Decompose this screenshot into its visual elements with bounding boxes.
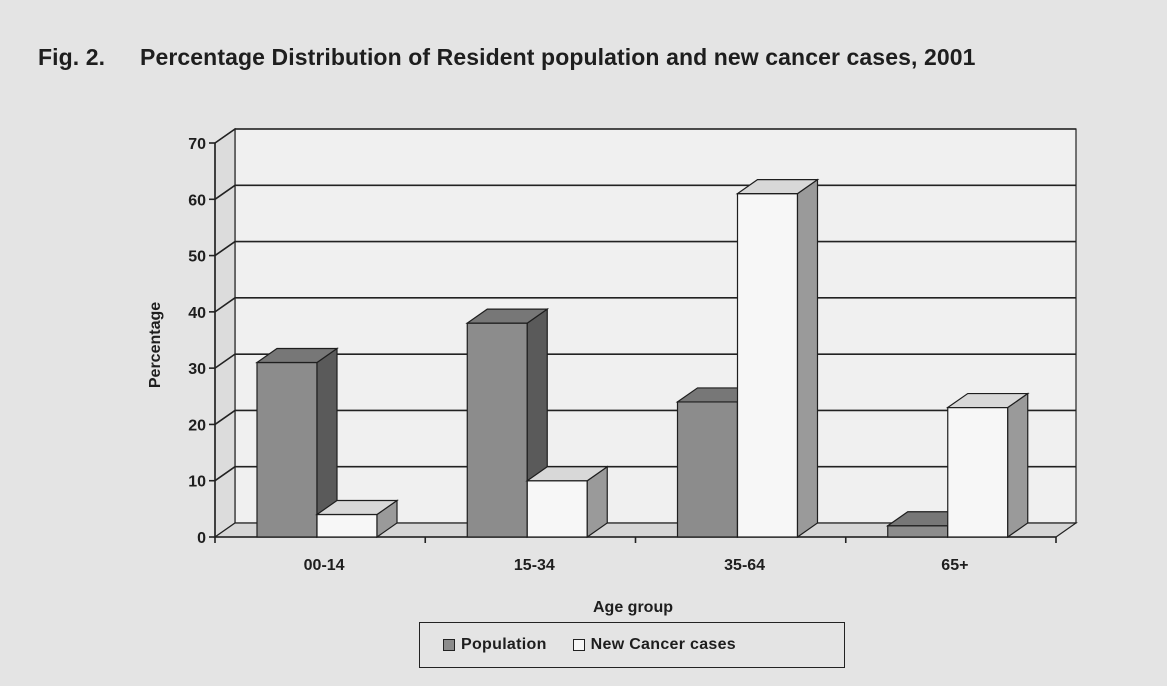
bar-new-cancer-cases-00-14 (316, 513, 378, 538)
y-tick-label: 50 (188, 249, 206, 266)
legend-item-new-cancer-cases: New Cancer cases (572, 636, 736, 654)
y-tick-label: 60 (188, 192, 206, 209)
bar-top-population-00-14 (255, 347, 339, 364)
legend-label-new-cancer-cases: New Cancer cases (590, 636, 736, 653)
bar-top-new-cancer-cases-35-64 (735, 179, 820, 195)
y-axis-title: Percentage (147, 302, 164, 388)
plot-side-wall (214, 127, 236, 539)
figure-title: Fig. 2. Percentage Distribution of Reside… (38, 44, 976, 71)
bar-population-35-64 (676, 401, 739, 538)
x-tick-label: 65+ (941, 557, 968, 574)
x-tick-label: 15-34 (514, 557, 555, 574)
bar-population-65+ (887, 525, 949, 538)
x-tick-label: 00-14 (304, 557, 345, 574)
x-axis-title: Age group (593, 599, 673, 616)
y-tick-label: 0 (197, 530, 206, 547)
bar-new-cancer-cases-65+ (947, 406, 1009, 538)
chart-legend: Population New Cancer cases (419, 622, 845, 668)
legend-item-population: Population (443, 636, 547, 654)
y-tick-label: 40 (188, 305, 206, 322)
figure-title-text: Percentage Distribution of Resident popu… (140, 44, 976, 70)
bar-population-00-14 (256, 361, 318, 538)
figure-label: Fig. 2. (38, 44, 106, 70)
bar-population-15-34 (466, 322, 528, 538)
bar-top-new-cancer-cases-65+ (945, 392, 1030, 409)
bar-top-population-15-34 (465, 308, 550, 324)
x-tick-label: 35-64 (724, 557, 765, 574)
bar-top-new-cancer-cases-15-34 (525, 466, 610, 482)
bar-new-cancer-cases-15-34 (526, 480, 588, 538)
y-tick-label: 20 (188, 417, 206, 434)
y-tick-label: 30 (188, 361, 206, 378)
legend-label-population: Population (461, 636, 547, 653)
plot-back-wall (234, 128, 1077, 524)
legend-swatch-new-cancer-cases (572, 639, 585, 651)
bar-side-new-cancer-cases-35-64 (796, 178, 819, 539)
bar-new-cancer-cases-35-64 (736, 193, 799, 538)
y-tick-label: 10 (188, 474, 206, 491)
gridline (214, 128, 1076, 144)
bar-top-new-cancer-cases-00-14 (315, 499, 399, 516)
y-tick-label: 70 (188, 136, 206, 153)
legend-swatch-population (443, 639, 455, 651)
bar-side-new-cancer-cases-65+ (1007, 392, 1029, 539)
